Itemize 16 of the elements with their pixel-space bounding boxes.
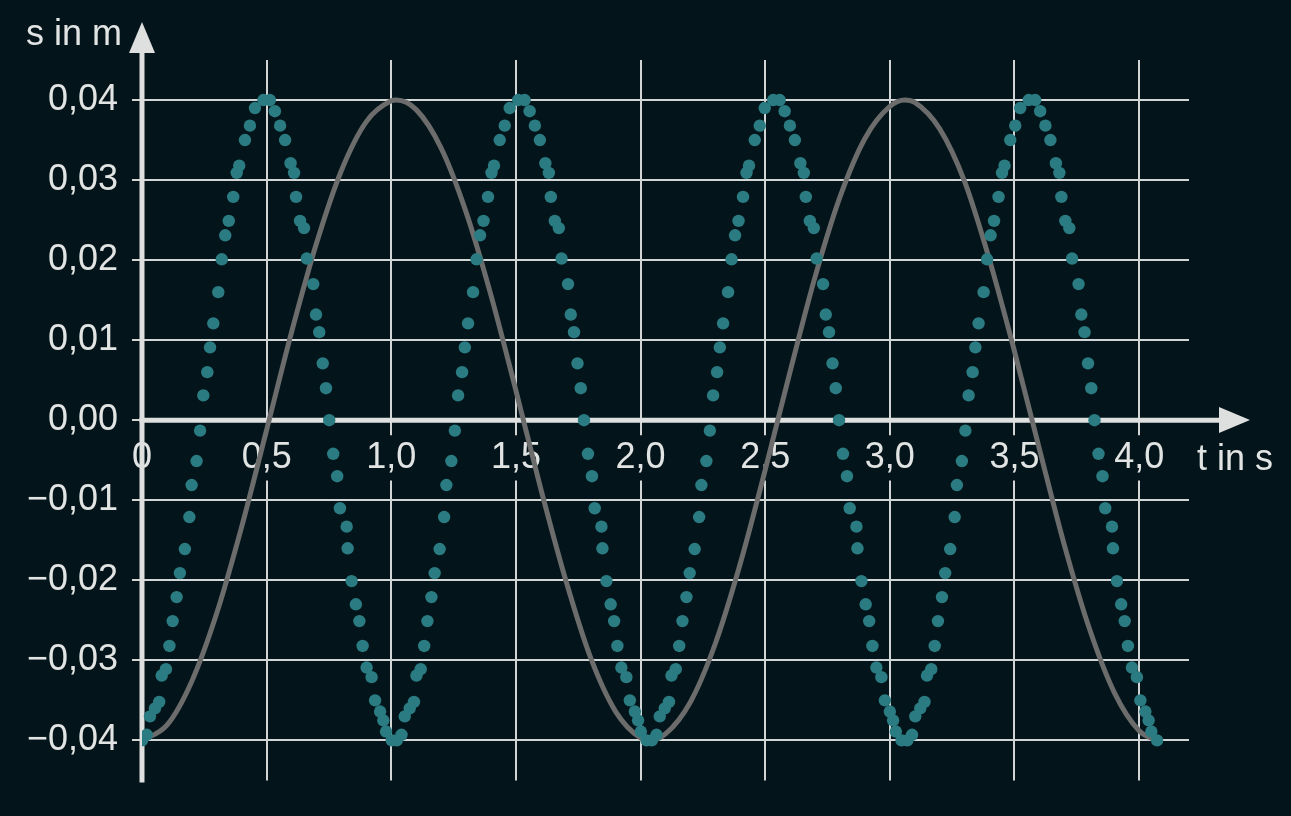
- y-tick-label: −0,04: [26, 717, 118, 759]
- y-tick-label: 0,01: [47, 317, 118, 359]
- y-tick-label: −0,03: [26, 637, 118, 679]
- y-tick-label: 0,00: [47, 397, 118, 439]
- y-tick-label: −0,02: [26, 557, 118, 599]
- x-tick-label: 3,5: [989, 434, 1040, 476]
- y-tick-label: 0,04: [47, 76, 118, 118]
- y-tick-label: 0,03: [47, 156, 118, 198]
- x-tick-label: 4,0: [1114, 434, 1165, 476]
- y-tick-label: 0,02: [47, 237, 118, 279]
- x-tick-label: 1,0: [366, 434, 417, 476]
- y-tick-label: −0,01: [26, 477, 118, 519]
- x-axis-title: t in s: [1197, 437, 1274, 479]
- x-tick-label: 3,0: [864, 434, 915, 476]
- x-tick-label: 2,0: [615, 434, 666, 476]
- y-axis-title: s in m: [25, 12, 122, 53]
